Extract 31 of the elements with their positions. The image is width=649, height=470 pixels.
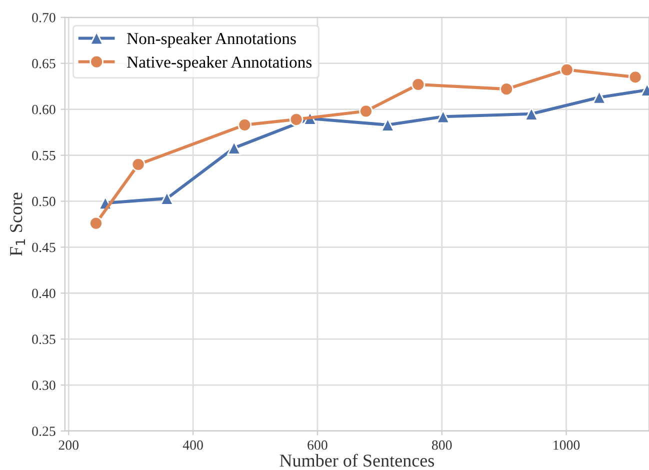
y-tick-label: 0.30 bbox=[32, 380, 56, 390]
point bbox=[436, 110, 450, 124]
point bbox=[160, 192, 174, 206]
x-axis-title: Number of Sentences bbox=[280, 454, 434, 467]
y-tick-label: 0.45 bbox=[32, 242, 56, 252]
x-tick-label: 200 bbox=[58, 440, 79, 450]
point bbox=[238, 118, 252, 132]
point bbox=[289, 112, 304, 126]
y-tick-label: 0.40 bbox=[32, 288, 56, 298]
y-tick-label: 0.25 bbox=[32, 426, 56, 436]
point bbox=[89, 216, 103, 230]
y-tick-label: 0.55 bbox=[32, 150, 56, 160]
point bbox=[359, 104, 373, 118]
x-tick-label: 1000 bbox=[554, 440, 580, 450]
point bbox=[500, 82, 514, 96]
x-tick-label: 400 bbox=[182, 440, 203, 450]
y-tick-label: 0.65 bbox=[32, 58, 56, 68]
legend-label: Native-speaker Annotations bbox=[127, 56, 312, 72]
point bbox=[560, 62, 574, 77]
y-tick-label: 0.60 bbox=[32, 104, 56, 114]
y-axis-title: F$_{1}$ Score bbox=[10, 192, 25, 256]
x-tick-label: 800 bbox=[432, 440, 452, 450]
point bbox=[524, 106, 538, 121]
point bbox=[411, 78, 426, 92]
legend-label: Non-speaker Annotations bbox=[127, 32, 296, 48]
y-tick-label: 0.50 bbox=[32, 196, 56, 206]
point bbox=[628, 70, 642, 84]
point bbox=[131, 158, 146, 172]
y-tick-label: 0.35 bbox=[32, 334, 56, 344]
x-tick-label: 600 bbox=[308, 440, 328, 450]
y-tick-label: 0.70 bbox=[32, 12, 56, 22]
